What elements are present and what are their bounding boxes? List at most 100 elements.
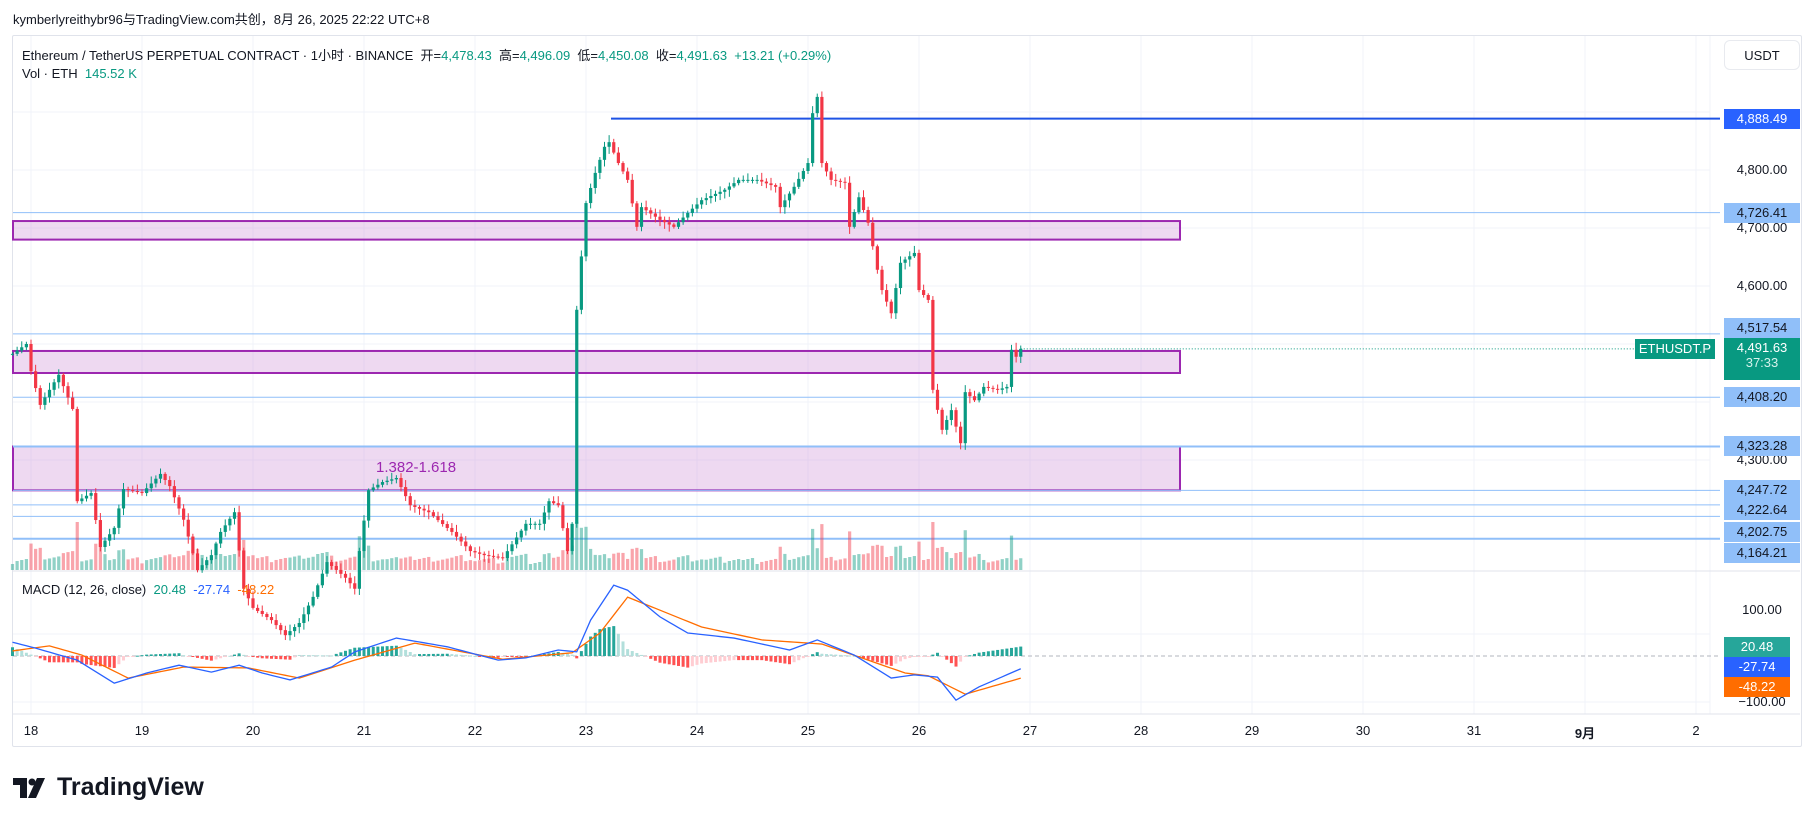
macd-histogram-bar <box>922 656 926 657</box>
macd-histogram-bar <box>279 656 283 660</box>
fib-label[interactable]: 1.382-1.618 <box>376 459 457 476</box>
macd-histogram-bar <box>219 656 223 659</box>
macd-line <box>12 584 1022 702</box>
volume-bar <box>889 556 893 570</box>
price-level-label[interactable]: 4,202.75 <box>1724 522 1800 542</box>
volume-bar <box>935 547 940 570</box>
candle-body <box>362 520 366 552</box>
macd-histogram-bar <box>926 656 930 657</box>
volume-bar <box>815 548 819 570</box>
candle-body <box>1014 349 1018 357</box>
volume-bar <box>565 549 570 570</box>
volume-bar <box>806 555 810 570</box>
candle-body <box>741 179 745 181</box>
candle-body <box>94 493 98 521</box>
macd-histogram-bar <box>515 656 519 657</box>
candle-body <box>117 508 121 528</box>
candle-body <box>441 520 445 525</box>
candle-body <box>320 573 324 586</box>
candle-body <box>168 480 172 487</box>
macd-histogram-bar <box>677 656 680 666</box>
tradingview-logo-icon <box>13 777 45 798</box>
volume-bar <box>228 555 232 570</box>
attribution-header: kymberlyreithybr96与TradingView.com共创，8月 … <box>13 12 430 27</box>
tradingview-logo[interactable]: TradingView <box>13 773 204 802</box>
candle-body <box>871 222 875 247</box>
candle-body <box>949 410 953 420</box>
candle-body <box>145 488 149 494</box>
macd-legend[interactable]: MACD (12, 26, close) 20.48 -27.74 -48.22 <box>22 582 274 597</box>
macd-histogram-bar <box>917 656 921 657</box>
x-tick-label: 20 <box>245 723 261 738</box>
candle-body <box>228 518 232 526</box>
volume-bar <box>108 560 112 570</box>
candle-body <box>371 487 375 491</box>
volume-bar <box>441 559 445 570</box>
currency-button[interactable]: USDT <box>1724 40 1800 70</box>
price-level-label[interactable]: 4,726.41 <box>1724 203 1800 223</box>
candle-body <box>528 523 533 525</box>
candle-body <box>894 288 898 314</box>
candle-body <box>755 179 759 181</box>
volume-bar <box>200 554 204 570</box>
candle-body <box>658 216 662 220</box>
candle-body <box>737 179 741 184</box>
price-level-label[interactable]: 4,164.21 <box>1724 543 1800 563</box>
volume-bar <box>908 557 912 570</box>
volume-bar <box>801 556 805 570</box>
price-level-label[interactable]: 4,888.49 <box>1724 109 1800 129</box>
volume-bar <box>473 561 477 570</box>
candle-body <box>293 627 297 632</box>
symbol-tag: ETHUSDT.P <box>1635 339 1715 359</box>
volume-bar <box>478 560 482 570</box>
volume-bar <box>182 555 186 570</box>
volume-bar <box>376 560 380 570</box>
volume-bar <box>145 560 149 570</box>
candle-body <box>538 523 542 525</box>
candle-body <box>454 531 459 537</box>
candle-body <box>339 569 343 574</box>
volume-bar <box>774 558 778 570</box>
candle-body <box>380 482 385 485</box>
price-level-label[interactable]: 4,222.64 <box>1724 500 1800 520</box>
candle-body <box>552 501 556 504</box>
volume-bar <box>612 553 616 570</box>
candle-body <box>727 186 731 190</box>
volume-bar <box>404 557 408 570</box>
candle-body <box>778 186 782 208</box>
candle-body <box>140 492 144 494</box>
volume-bar <box>408 556 412 570</box>
candle-body <box>172 486 176 498</box>
volume-bar <box>926 559 930 570</box>
macd-histogram-bar <box>598 629 602 656</box>
macd-histogram-bar <box>505 656 509 657</box>
price-level-label[interactable]: 4,247.72 <box>1724 480 1800 500</box>
candle-body <box>121 489 126 509</box>
macd-histogram-bar <box>441 653 445 656</box>
price-level-label[interactable]: 4,323.28 <box>1724 436 1800 456</box>
macd-histogram-bar <box>325 655 329 657</box>
candle-body <box>274 620 278 626</box>
candle-body <box>163 473 167 481</box>
macd-histogram-bar <box>57 656 61 663</box>
price-level-label[interactable]: 4,517.54 <box>1724 318 1800 338</box>
macd-histogram-bar <box>963 656 967 657</box>
macd-histogram-bar <box>630 651 634 656</box>
candle-body <box>43 397 47 405</box>
candle-body <box>297 622 301 628</box>
candle-body <box>829 171 833 180</box>
volume-bar <box>700 559 704 570</box>
volume-bar <box>288 557 292 570</box>
symbol-name[interactable]: Ethereum / TetherUS PERPETUAL CONTRACT ·… <box>22 48 414 63</box>
price-level-label[interactable]: 4,408.20 <box>1724 387 1800 407</box>
macd-histogram-bar <box>709 656 713 663</box>
volume-bar <box>861 554 866 570</box>
volume-bar <box>66 552 70 570</box>
macd-histogram-bar <box>357 647 361 656</box>
macd-histogram-bar <box>968 655 972 657</box>
volume-legend[interactable]: Vol · ETH 145.52 K <box>22 66 137 81</box>
volume-bar <box>880 545 884 570</box>
volume-bar <box>704 559 708 570</box>
symbol-legend[interactable]: Ethereum / TetherUS PERPETUAL CONTRACT ·… <box>22 45 831 64</box>
